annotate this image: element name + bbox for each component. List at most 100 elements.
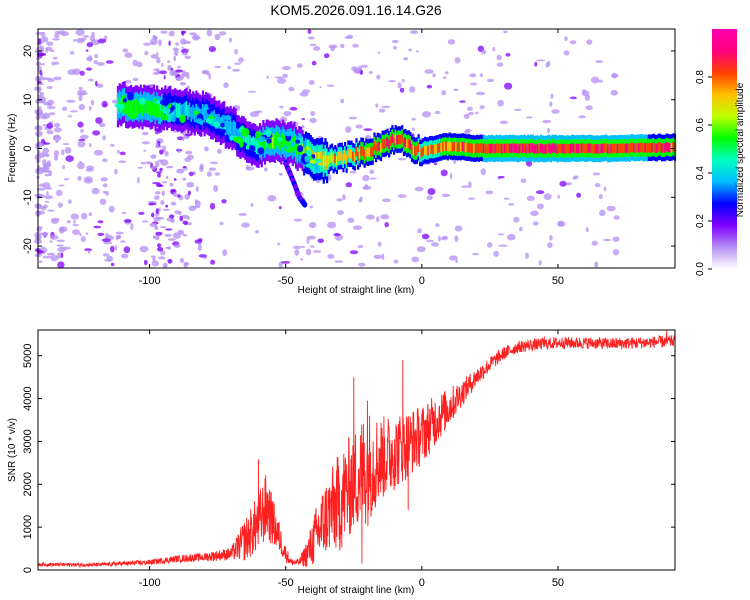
noise-blob bbox=[156, 52, 159, 56]
ridge-blob bbox=[277, 137, 283, 142]
noise-blob bbox=[50, 219, 59, 224]
ridge-cell bbox=[602, 143, 605, 154]
ridge-cell bbox=[618, 143, 621, 153]
ridge-cell bbox=[544, 144, 548, 154]
ridge-cell bbox=[205, 105, 208, 121]
ridge-cell bbox=[610, 143, 613, 154]
noise-blob bbox=[279, 105, 284, 109]
noise-blob bbox=[344, 36, 353, 39]
ridge-cell bbox=[410, 144, 414, 154]
noise-blob bbox=[84, 176, 93, 182]
ridge-cell bbox=[538, 144, 541, 154]
noise-blob bbox=[91, 31, 95, 37]
ridge-cell bbox=[549, 144, 552, 154]
noise-blob bbox=[114, 168, 118, 175]
ridge-cell bbox=[468, 142, 471, 153]
noise-blob bbox=[54, 122, 61, 128]
noise-blob bbox=[337, 210, 344, 216]
noise-blob bbox=[357, 245, 364, 249]
ridge-cell bbox=[556, 144, 559, 154]
noise-blob bbox=[65, 155, 74, 162]
noise-blob bbox=[114, 245, 118, 251]
noise-blob bbox=[255, 110, 263, 114]
y-tick-label: 20 bbox=[22, 45, 34, 57]
noise-blob bbox=[143, 42, 151, 46]
noise-blob bbox=[342, 194, 346, 201]
ridge-cell bbox=[350, 149, 353, 159]
snr-plot-area bbox=[37, 329, 676, 569]
ridge-cell bbox=[461, 141, 464, 152]
ridge-blob bbox=[165, 113, 173, 123]
x-tick-label: -100 bbox=[139, 577, 161, 589]
ridge-cell bbox=[559, 143, 562, 154]
noise-blob bbox=[199, 163, 204, 170]
noise-blob bbox=[61, 149, 65, 156]
x-tick-label: 50 bbox=[552, 577, 564, 589]
noise-blob bbox=[156, 171, 162, 174]
ridge-blob bbox=[154, 110, 163, 118]
noise-blob bbox=[160, 30, 168, 34]
noise-blob bbox=[416, 246, 426, 253]
noise-blob bbox=[369, 177, 377, 180]
noise-blob bbox=[267, 195, 277, 202]
ridge-cell bbox=[459, 142, 463, 152]
noise-blob bbox=[433, 162, 438, 166]
ridge-cell bbox=[397, 134, 401, 145]
noise-blob bbox=[182, 166, 187, 169]
noise-blob bbox=[497, 99, 504, 107]
ridge-cell bbox=[531, 143, 534, 153]
noise-blob bbox=[357, 65, 362, 72]
noise-blob bbox=[572, 176, 578, 180]
noise-blob bbox=[557, 221, 566, 227]
noise-blob bbox=[594, 261, 599, 268]
noise-blob bbox=[42, 204, 48, 209]
ridge-cell bbox=[500, 144, 503, 154]
noise-blob bbox=[89, 105, 92, 111]
ridge-cell bbox=[523, 143, 526, 153]
ridge-cell bbox=[144, 99, 147, 114]
noise-blob bbox=[514, 108, 522, 111]
ridge-cell bbox=[223, 114, 226, 130]
noise-blob bbox=[358, 199, 363, 203]
noise-blob bbox=[525, 116, 533, 119]
x-tick-label: -100 bbox=[139, 275, 161, 287]
noise-blob bbox=[426, 195, 433, 201]
ridge-cell bbox=[249, 135, 252, 150]
noise-blob bbox=[421, 111, 432, 118]
noise-blob bbox=[161, 190, 165, 197]
noise-blob bbox=[349, 250, 359, 255]
noise-blob bbox=[426, 84, 433, 89]
noise-blob bbox=[234, 49, 239, 55]
noise-blob bbox=[238, 57, 244, 63]
noise-blob bbox=[177, 229, 184, 235]
ridge-cell bbox=[489, 144, 492, 154]
ridge-blob bbox=[250, 140, 257, 146]
ridge-blob bbox=[159, 99, 170, 106]
ridge-cell bbox=[427, 145, 430, 156]
noise-blob bbox=[157, 184, 164, 187]
noise-blob bbox=[581, 89, 587, 94]
noise-blob bbox=[161, 181, 168, 184]
y-tick-label: -10 bbox=[22, 189, 34, 205]
ridge-cell bbox=[595, 144, 598, 154]
noise-blob bbox=[384, 222, 390, 228]
noise-blob bbox=[38, 260, 43, 264]
ridge-cell bbox=[621, 143, 624, 153]
ridge-cell bbox=[192, 104, 195, 120]
noise-blob bbox=[365, 214, 375, 220]
noise-blob bbox=[503, 197, 510, 200]
ridge-cell bbox=[654, 143, 657, 153]
noise-blob bbox=[61, 106, 68, 111]
ridge-cell bbox=[442, 141, 445, 152]
noise-blob bbox=[50, 254, 59, 262]
ridge-cell bbox=[522, 143, 525, 154]
ridge-cell bbox=[401, 133, 404, 144]
noise-blob bbox=[401, 78, 405, 83]
noise-blob bbox=[459, 100, 466, 103]
noise-blob bbox=[94, 54, 99, 59]
noise-blob bbox=[40, 63, 46, 66]
noise-blob bbox=[381, 105, 391, 109]
noise-blob bbox=[313, 250, 321, 253]
ridge-cell bbox=[355, 146, 358, 157]
